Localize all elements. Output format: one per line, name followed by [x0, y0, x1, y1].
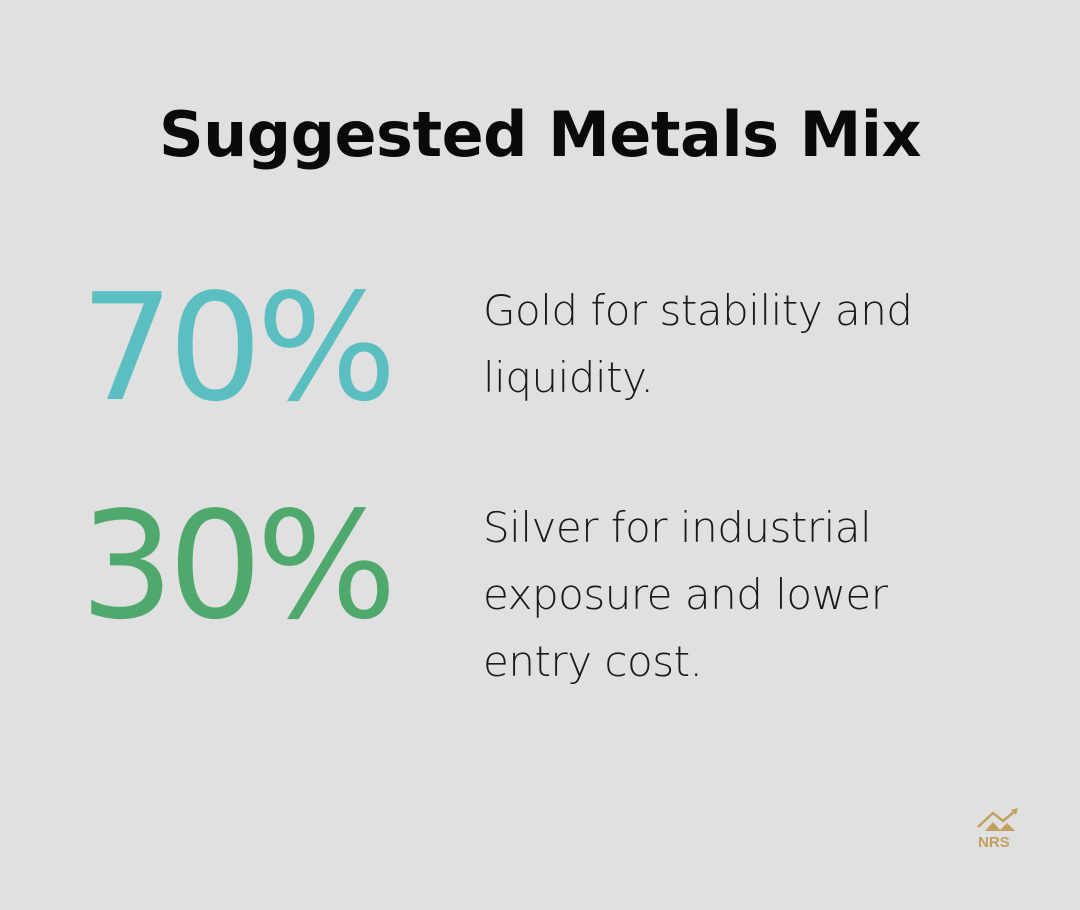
- gold-description: Gold for stability and liquidity.: [483, 286, 913, 402]
- silver-percentage: 30%: [80, 480, 397, 652]
- page-title: Suggested Metals Mix: [158, 98, 922, 171]
- gold-percentage: 70%: [80, 262, 397, 434]
- silver-description: Silver for industrial exposure and lower…: [483, 503, 888, 686]
- house-chart-icon: NRS: [977, 808, 1018, 851]
- nrs-logo: NRS: [975, 805, 1025, 851]
- logo-text: NRS: [978, 834, 1010, 850]
